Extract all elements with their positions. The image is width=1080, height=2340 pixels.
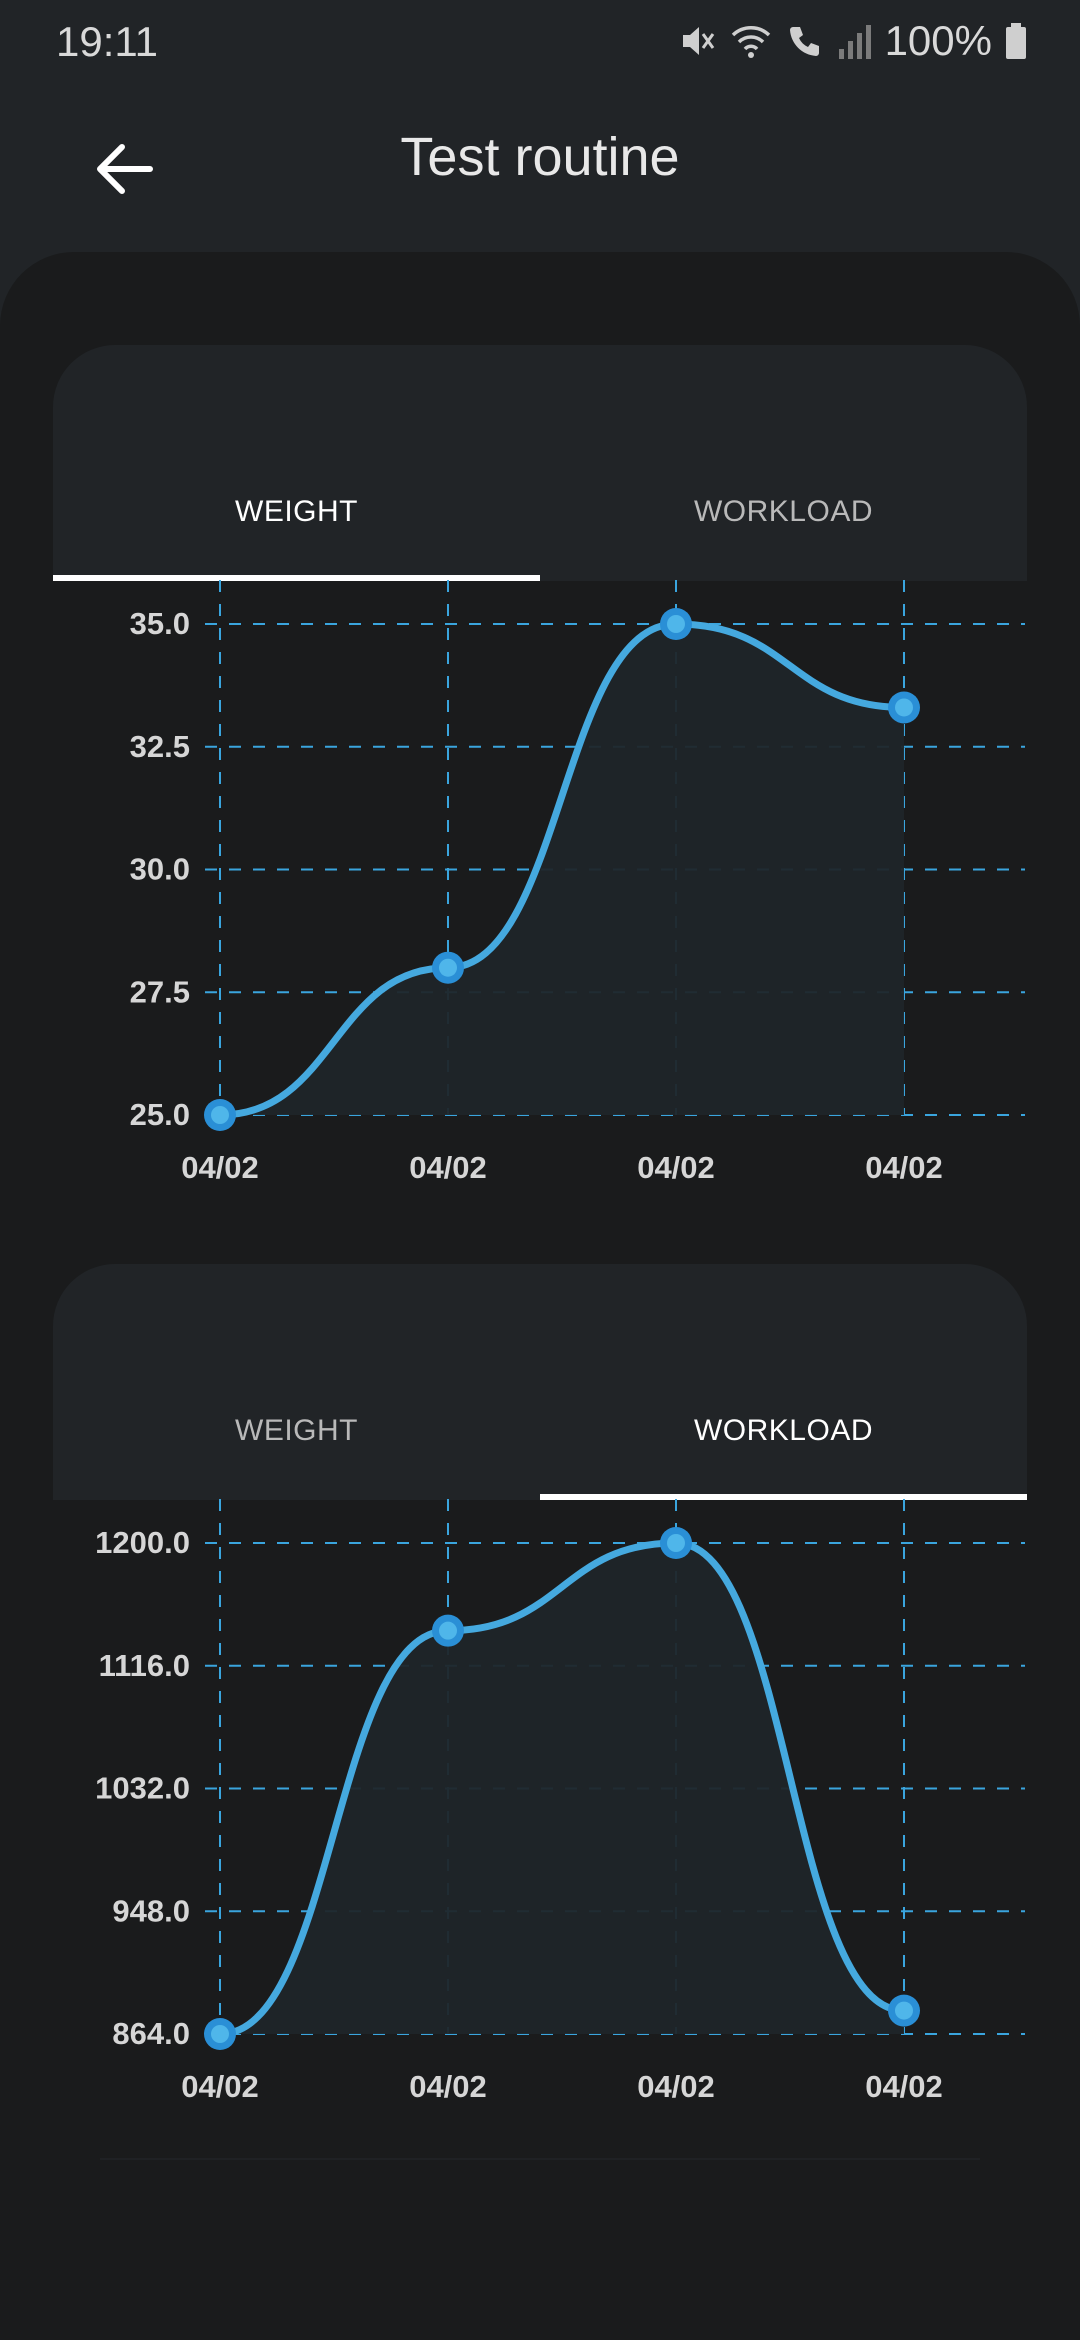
y-tick-label: 948.0 <box>112 1893 190 1928</box>
arrow-left-icon <box>97 144 153 194</box>
battery-icon <box>1006 23 1026 59</box>
y-tick-label: 1116.0 <box>99 1648 190 1683</box>
x-tick-label: 04/02 <box>409 2069 487 2104</box>
x-tick-label: 04/02 <box>637 1150 715 1185</box>
mute-icon <box>682 27 714 55</box>
tab-workload[interactable]: WORKLOAD <box>693 495 874 528</box>
y-tick-label: 25.0 <box>130 1097 190 1132</box>
data-point-center <box>211 2025 229 2043</box>
battery-percent: 100% <box>884 17 992 64</box>
series-line <box>216 1539 908 2038</box>
series-area <box>220 1543 904 2034</box>
card-header <box>53 345 1027 581</box>
data-point-center <box>439 1621 457 1640</box>
y-tick-label: 35.0 <box>130 606 190 641</box>
app-bar: Test routine <box>0 90 1080 250</box>
data-point-center <box>439 958 457 977</box>
signal-icon <box>838 25 871 59</box>
x-tick-label: 04/02 <box>409 1150 487 1185</box>
y-tick-label: 27.5 <box>130 974 190 1009</box>
tab-indicator <box>540 1494 1027 1500</box>
status-time: 19:11 <box>56 18 158 65</box>
y-tick-label: 1032.0 <box>95 1771 190 1806</box>
status-bar: 19:11 100% <box>0 0 1080 90</box>
y-tick-label: 1200.0 <box>95 1525 190 1560</box>
status-icons: 100% <box>677 16 1028 66</box>
data-point-center <box>211 1106 229 1124</box>
workload-line-chart: 864.0 948.0 1032.0 1116.0 1200.0 04/02 04/02 04… <box>95 1499 1025 2104</box>
series-area <box>220 624 904 1115</box>
tab-weight[interactable]: WEIGHT <box>235 1414 358 1447</box>
divider <box>100 2158 980 2160</box>
card-header <box>53 1264 1027 1500</box>
wifi-call-icon <box>789 27 819 56</box>
x-tick-label: 04/02 <box>181 1150 259 1185</box>
tab-weight[interactable]: WEIGHT <box>235 495 358 528</box>
data-point-center <box>895 698 913 717</box>
data-point-center <box>895 2001 913 2020</box>
x-tick-label: 04/02 <box>865 2069 943 2104</box>
data-point-center <box>667 1534 685 1552</box>
y-tick-label: 864.0 <box>112 2016 190 2051</box>
y-tick-label: 30.0 <box>130 852 190 887</box>
tab-workload[interactable]: WORKLOAD <box>693 1414 874 1447</box>
x-tick-label: 04/02 <box>637 2069 715 2104</box>
weight-line-chart: 25.0 27.5 30.0 32.5 35.0 04/02 04/02 04/02 04/02 <box>130 580 1025 1185</box>
x-tick-label: 04/02 <box>865 1150 943 1185</box>
y-tick-label: 32.5 <box>130 729 190 764</box>
back-button[interactable] <box>90 134 160 204</box>
page-title: Test routine <box>400 127 680 187</box>
tab-indicator <box>53 575 540 581</box>
wifi-icon <box>731 26 770 58</box>
series-line <box>216 620 908 1119</box>
data-point-center <box>667 615 685 633</box>
x-tick-label: 04/02 <box>181 2069 259 2104</box>
